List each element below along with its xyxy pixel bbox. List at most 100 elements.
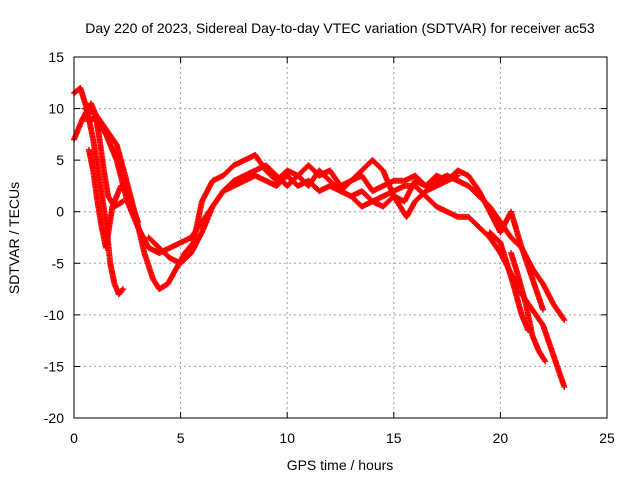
data-point	[540, 280, 556, 307]
data-point	[141, 249, 156, 281]
data-point	[529, 332, 542, 353]
data-point	[561, 317, 568, 324]
data-point	[465, 182, 482, 199]
data-point	[369, 157, 386, 173]
grid-lines	[74, 57, 607, 418]
data-point	[96, 136, 107, 172]
data-point	[90, 167, 101, 203]
y-tick-label: 10	[48, 101, 64, 117]
x-tick-label: 25	[599, 430, 615, 446]
data-point	[113, 157, 130, 203]
y-tick-label: -15	[44, 358, 64, 374]
data-point	[124, 198, 141, 229]
data-point	[92, 110, 109, 131]
data-point	[102, 131, 120, 162]
data-point	[358, 158, 375, 174]
data-point	[508, 208, 525, 250]
data-point	[358, 188, 375, 204]
series-track-g	[348, 172, 461, 220]
data-point	[454, 172, 461, 179]
data-point	[422, 193, 439, 209]
data-point	[503, 260, 516, 286]
data-point	[348, 193, 364, 209]
y-axis-label: SDTVAR / TECUs	[6, 182, 22, 294]
data-point	[348, 168, 364, 184]
data-point	[522, 301, 536, 337]
series-track-e	[81, 115, 568, 391]
x-tick-label: 15	[386, 430, 402, 446]
data-point	[92, 115, 109, 137]
data-point	[486, 234, 503, 255]
data-point	[401, 179, 418, 205]
axis-ticks	[73, 56, 608, 419]
data-point	[550, 301, 567, 322]
data-point	[273, 172, 290, 188]
data-point	[529, 306, 546, 327]
x-tick-label: 0	[70, 430, 78, 446]
data-point	[476, 224, 492, 240]
data-point	[540, 322, 557, 358]
data-point	[209, 189, 226, 210]
chart-title: Day 220 of 2023, Sidereal Day-to-day VTE…	[85, 20, 595, 36]
data-point	[540, 306, 547, 313]
data-point	[380, 167, 397, 198]
x-tick-label: 20	[493, 430, 509, 446]
data-point	[102, 126, 119, 147]
data-point	[262, 167, 279, 183]
data-point	[177, 251, 194, 267]
data-point	[96, 177, 109, 224]
data-point	[390, 193, 403, 209]
y-tick-label: -5	[52, 255, 65, 271]
data-point	[90, 136, 103, 183]
data-point	[188, 220, 205, 241]
data-point	[465, 213, 482, 230]
data-point	[535, 347, 548, 363]
data-point	[156, 281, 170, 293]
data-point	[561, 384, 568, 391]
data-point	[518, 311, 531, 332]
data-point	[284, 173, 300, 189]
data-point	[294, 172, 311, 188]
data-point	[120, 286, 127, 293]
data-point	[181, 240, 196, 256]
data-point	[497, 239, 510, 265]
data-point	[465, 172, 482, 193]
data-point	[305, 168, 322, 189]
data-point	[550, 353, 567, 389]
data-point	[262, 162, 279, 178]
data-point	[113, 141, 128, 178]
y-tick-label: 15	[48, 49, 64, 65]
data-point	[145, 234, 162, 250]
data-point	[412, 189, 428, 205]
data-point	[529, 265, 546, 286]
data-point	[134, 224, 151, 250]
data-point	[316, 167, 332, 183]
data-point	[514, 270, 529, 307]
data-point	[326, 167, 343, 188]
x-tick-label: 10	[279, 430, 295, 446]
y-tick-label: 0	[56, 204, 64, 220]
y-tick-label: -10	[44, 307, 64, 323]
data-point	[198, 204, 215, 236]
data-point	[220, 178, 236, 195]
data-point	[380, 194, 396, 210]
data-point	[109, 184, 124, 210]
data-point	[518, 244, 535, 281]
data-point	[476, 188, 493, 214]
data-point	[486, 229, 503, 245]
x-axis-label: GPS time / hours	[287, 457, 394, 473]
data-point	[403, 199, 418, 220]
data-point	[358, 172, 375, 193]
series-track-d	[81, 105, 568, 324]
data-point	[156, 244, 172, 261]
data-point	[529, 275, 546, 312]
data-point	[510, 280, 525, 317]
data-point	[100, 167, 111, 198]
data-point	[422, 173, 439, 189]
data-point	[508, 249, 520, 276]
data-point	[102, 205, 116, 251]
data-point	[77, 84, 90, 111]
series-track-f	[145, 157, 547, 313]
plot-area	[71, 84, 568, 391]
